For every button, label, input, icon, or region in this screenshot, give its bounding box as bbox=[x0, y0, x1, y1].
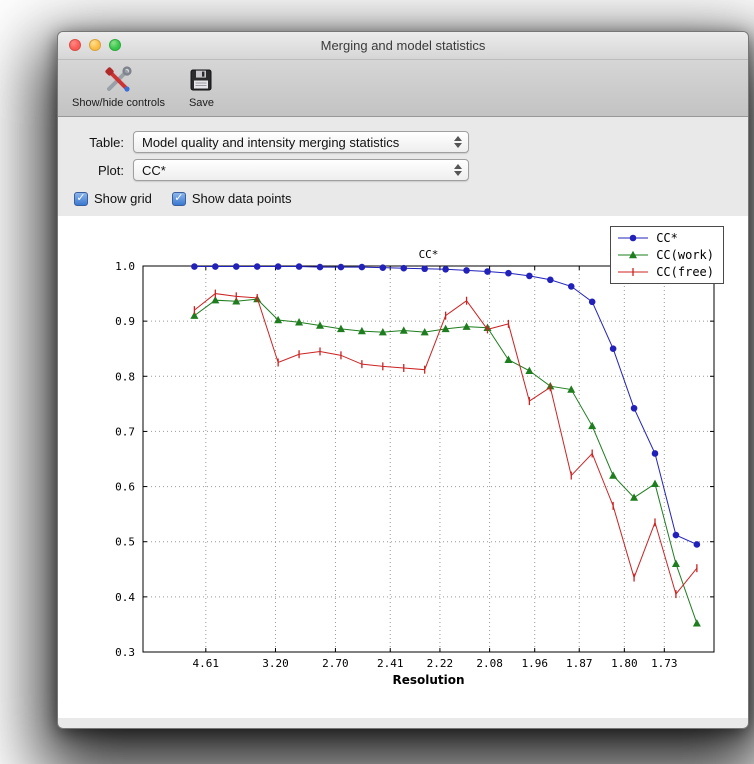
show-grid-checkbox[interactable]: ✓ Show grid bbox=[74, 191, 152, 206]
svg-text:CC*: CC* bbox=[419, 248, 439, 261]
svg-text:4.61: 4.61 bbox=[193, 657, 220, 670]
popup-arrows-icon bbox=[454, 164, 462, 176]
popup-arrows-icon bbox=[454, 136, 462, 148]
table-select[interactable]: Model quality and intensity merging stat… bbox=[133, 131, 469, 153]
svg-text:Resolution: Resolution bbox=[392, 673, 464, 687]
svg-text:0.7: 0.7 bbox=[115, 425, 135, 438]
legend-label: CC* bbox=[656, 231, 678, 245]
checkbox-icon: ✓ bbox=[171, 191, 186, 206]
svg-text:2.70: 2.70 bbox=[322, 657, 349, 670]
controls-panel: Table: Model quality and intensity mergi… bbox=[58, 117, 748, 216]
svg-text:0.8: 0.8 bbox=[115, 370, 135, 383]
tools-icon bbox=[103, 65, 133, 95]
save-icon bbox=[189, 65, 213, 95]
legend-entry: CC* bbox=[617, 231, 714, 245]
svg-text:0.3: 0.3 bbox=[115, 646, 135, 659]
plot-row: Plot: CC* bbox=[74, 159, 748, 181]
svg-text:1.80: 1.80 bbox=[611, 657, 638, 670]
legend-entry: CC(free) bbox=[617, 265, 714, 279]
tool-item-label: Show/hide controls bbox=[72, 97, 165, 109]
toolbar: Show/hide controls Save bbox=[58, 60, 748, 117]
table-label: Table: bbox=[89, 134, 124, 150]
svg-text:1.73: 1.73 bbox=[651, 657, 678, 670]
checkbox-label: Show grid bbox=[94, 191, 152, 206]
table-row: Table: Model quality and intensity mergi… bbox=[74, 131, 748, 153]
app-window: Merging and model statistics Show/hide c… bbox=[57, 31, 749, 729]
legend-marker-icon bbox=[618, 250, 649, 259]
save-button[interactable]: Save bbox=[189, 65, 214, 109]
plot-svg: 4.61 3.20 2.70 2.41 2.22 2.08 1.96 1.87 1.80 1.73… bbox=[115, 248, 715, 687]
traffic-lights bbox=[69, 39, 121, 51]
svg-text:2.08: 2.08 bbox=[476, 657, 503, 670]
figure-area: 4.61 3.20 2.70 2.41 2.22 2.08 1.96 1.87 1.80 1.73… bbox=[58, 216, 748, 718]
checkbox-icon: ✓ bbox=[74, 191, 88, 206]
legend-label: CC(work) bbox=[656, 248, 714, 262]
svg-text:1.0: 1.0 bbox=[115, 260, 135, 273]
zoom-button[interactable] bbox=[109, 39, 121, 51]
plot-select-value: CC* bbox=[142, 162, 166, 178]
tool-item-label: Save bbox=[188, 97, 215, 109]
window-title: Merging and model statistics bbox=[320, 38, 486, 53]
title-bar[interactable]: Merging and model statistics bbox=[58, 32, 748, 60]
show-data-points-checkbox[interactable]: ✓ Show data points bbox=[171, 191, 292, 206]
checkbox-label: Show data points bbox=[191, 191, 292, 206]
plot-select[interactable]: CC* bbox=[133, 159, 469, 181]
svg-text:1.87: 1.87 bbox=[566, 657, 593, 670]
table-select-value: Model quality and intensity merging stat… bbox=[142, 134, 400, 150]
legend-marker-icon bbox=[618, 268, 649, 276]
svg-text:0.4: 0.4 bbox=[115, 591, 135, 604]
svg-text:0.6: 0.6 bbox=[115, 481, 135, 494]
close-button[interactable] bbox=[69, 39, 81, 51]
legend-marker-icon bbox=[618, 234, 649, 242]
svg-text:2.22: 2.22 bbox=[427, 657, 454, 670]
legend-label: CC(free) bbox=[656, 265, 714, 279]
svg-text:1.96: 1.96 bbox=[521, 657, 548, 670]
show-hide-controls-button[interactable]: Show/hide controls bbox=[72, 65, 165, 109]
legend-entry: CC(work) bbox=[617, 248, 714, 262]
svg-text:2.41: 2.41 bbox=[377, 657, 404, 670]
svg-text:0.5: 0.5 bbox=[115, 536, 135, 549]
svg-text:0.9: 0.9 bbox=[115, 315, 135, 328]
legend: CC* CC(work) CC(free) bbox=[610, 226, 724, 284]
svg-text:3.20: 3.20 bbox=[262, 657, 289, 670]
checkbox-row: ✓ Show grid ✓ Show data points bbox=[74, 191, 748, 206]
plot-label: Plot: bbox=[97, 162, 124, 178]
minimize-button[interactable] bbox=[89, 39, 101, 51]
